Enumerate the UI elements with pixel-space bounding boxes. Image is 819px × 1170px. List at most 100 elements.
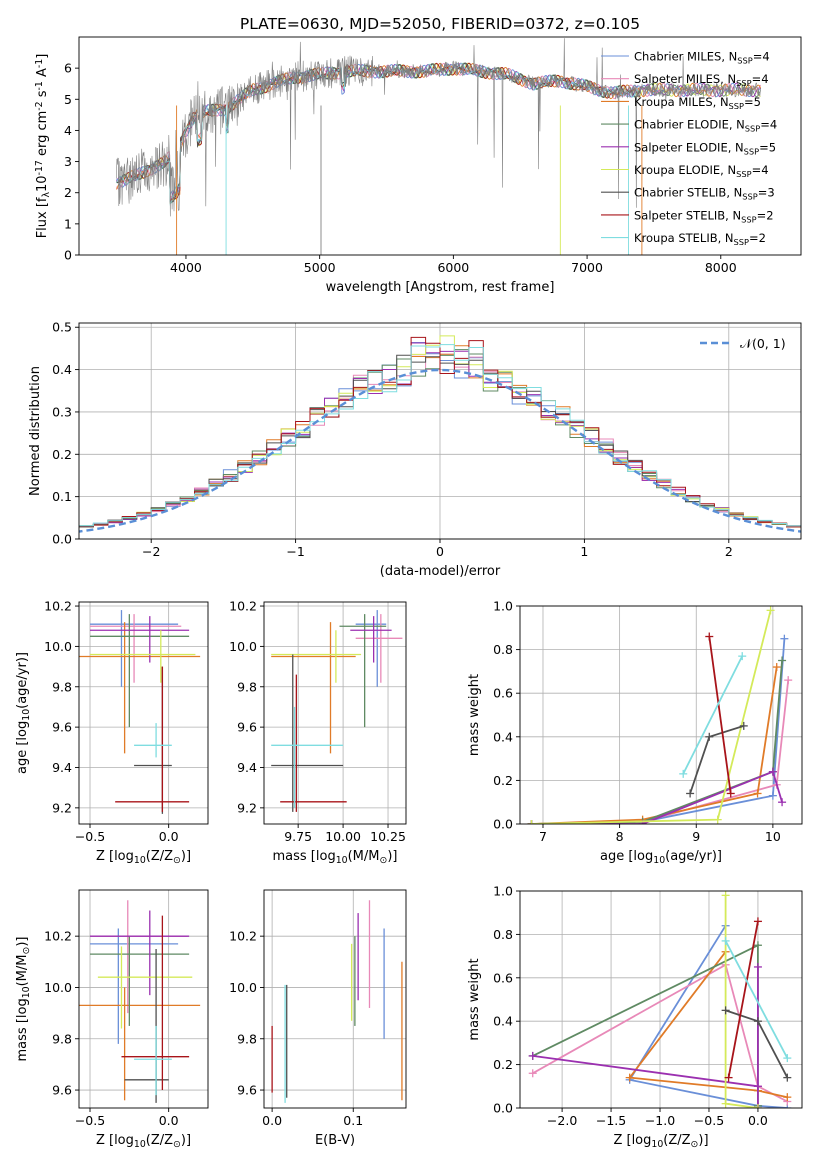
x-tick-label: −0.5 bbox=[75, 1113, 105, 1128]
y-tick-label: 0 bbox=[64, 248, 72, 263]
label-fragment: )] bbox=[15, 937, 30, 947]
y-tick-label: 10.2 bbox=[44, 599, 72, 614]
y-tick-label: 0.0 bbox=[493, 817, 513, 832]
label-fragment: -1 bbox=[34, 81, 45, 90]
label-fragment: =3 bbox=[758, 186, 775, 200]
label-fragment: -17 bbox=[34, 160, 45, 175]
y-tick-label: 0.1 bbox=[52, 489, 72, 504]
label-fragment: =4 bbox=[760, 118, 777, 132]
label-fragment: ⊙ bbox=[691, 1139, 699, 1150]
grid-layer bbox=[520, 605, 802, 825]
x-axis-label: mass [log10(M/M⊙)] bbox=[273, 849, 398, 866]
x-tick-label: 0.0 bbox=[159, 829, 179, 844]
x-axis-label: Z [log10(Z/Z⊙)] bbox=[96, 1133, 191, 1150]
y-axis-label: mass [log10(M/M⊙)] bbox=[15, 937, 32, 1062]
y-tick-label: 9.8 bbox=[237, 1031, 257, 1046]
label-fragment: Normed distribution bbox=[28, 366, 43, 496]
x-axis-label: E(B-V) bbox=[315, 1133, 355, 1148]
label-fragment: Salpeter ELODIE, N bbox=[634, 140, 744, 154]
label-fragment: SSP bbox=[745, 124, 760, 134]
y-tick-label: 0.5 bbox=[52, 320, 72, 335]
x-tick-label: −1 bbox=[286, 544, 304, 559]
legend-entry: Chabrier STELIB, NSSP=3 bbox=[634, 186, 775, 202]
y-tick-label: 1 bbox=[64, 216, 72, 231]
plot-area bbox=[79, 610, 201, 814]
label-fragment: =4 bbox=[752, 163, 769, 177]
weight-line-kroupa_miles bbox=[531, 666, 778, 824]
label-fragment: -2 bbox=[34, 101, 45, 110]
plot-area bbox=[527, 606, 793, 824]
weight-line-chabrier_elodie bbox=[531, 660, 783, 824]
y-tick-label: 0.2 bbox=[493, 1057, 513, 1072]
weight-line-kroupa_elodie bbox=[724, 895, 759, 1108]
label-fragment: 10 bbox=[134, 1139, 146, 1150]
label-fragment: ⊙ bbox=[173, 1139, 181, 1150]
x-tick-label: 8000 bbox=[705, 260, 737, 275]
grid-layer bbox=[520, 890, 802, 1109]
y-tick-label: 0.3 bbox=[52, 404, 72, 419]
legend-entry: Kroupa ELODIE, NSSP=4 bbox=[634, 163, 769, 179]
label-fragment: 10 bbox=[653, 855, 665, 866]
axes-frame bbox=[78, 889, 209, 1109]
y-tick-label: 0.2 bbox=[52, 447, 72, 462]
label-fragment: =5 bbox=[759, 140, 776, 154]
label-fragment: (Z/Z bbox=[146, 1133, 173, 1148]
x-tick-label: 0.0 bbox=[262, 1113, 282, 1128]
label-fragment: Salpeter MILES, N bbox=[634, 72, 736, 86]
x-tick-label: 10.00 bbox=[325, 829, 361, 844]
axes-frame bbox=[263, 889, 407, 1109]
y-tick-label: 9.8 bbox=[52, 679, 72, 694]
y-tick-label: 0.6 bbox=[493, 686, 513, 701]
y-tick-label: 0.8 bbox=[493, 927, 513, 942]
y-axis-label: age [log10(age/yr)] bbox=[15, 652, 32, 774]
x-tick-label: −0.5 bbox=[75, 829, 105, 844]
plot-area bbox=[79, 335, 801, 533]
y-tick-label: 9.8 bbox=[237, 679, 257, 694]
label-fragment: ⊙ bbox=[379, 855, 387, 866]
x-tick-label: 9 bbox=[692, 829, 700, 844]
label-fragment: =4 bbox=[752, 72, 769, 86]
y-tick-label: 10.2 bbox=[229, 599, 257, 614]
y-tick-label: 9.2 bbox=[237, 800, 257, 815]
weight-line-chabrier_miles bbox=[628, 925, 788, 1108]
weight-line-kroupa_stelib bbox=[724, 940, 789, 1059]
weight-line-salpeter_stelib bbox=[708, 636, 732, 794]
panel-age_vs_mass: 9.75 10.00 10.25 9.2 9.4 9.6 9.8 10.0 10.2 mass [… bbox=[229, 599, 407, 866]
x-tick-label: 8 bbox=[616, 829, 624, 844]
label-fragment: =2 bbox=[749, 231, 766, 245]
x-tick-label: −2.0 bbox=[547, 1113, 577, 1128]
label-fragment: (age/yr)] bbox=[665, 849, 722, 864]
weight-line-salpeter_miles bbox=[531, 680, 790, 824]
y-tick-label: 2 bbox=[64, 185, 72, 200]
legend-entry: Salpeter ELODIE, NSSP=5 bbox=[634, 140, 776, 156]
x-tick-label: 2 bbox=[725, 544, 733, 559]
label-fragment: (M/M bbox=[15, 955, 30, 987]
y-tick-label: 0.8 bbox=[493, 642, 513, 657]
label-fragment: Chabrier MILES, N bbox=[634, 50, 737, 64]
x-axis-label: age [log10(age/yr)] bbox=[600, 849, 722, 866]
legend-entry: 𝒩(0, 1) bbox=[740, 336, 786, 351]
legend-entry: Salpeter STELIB, NSSP=2 bbox=[634, 208, 774, 224]
x-tick-label: 0.0 bbox=[159, 1113, 179, 1128]
y-tick-label: 0.4 bbox=[493, 1014, 513, 1029]
label-fragment: SSP bbox=[742, 192, 757, 202]
observed-spectrum bbox=[116, 38, 762, 217]
axes-frame bbox=[78, 601, 209, 825]
plot-area bbox=[528, 891, 792, 1108]
label-fragment: )] bbox=[698, 1133, 708, 1148]
label-fragment: SSP bbox=[729, 101, 744, 111]
label-fragment: Z [log bbox=[96, 849, 134, 864]
weight-line-salpeter_elodie bbox=[532, 967, 759, 1108]
y-tick-label: 0.6 bbox=[493, 970, 513, 985]
label-fragment: ⊙ bbox=[21, 947, 32, 955]
y-tick-label: 10.0 bbox=[44, 639, 72, 654]
label-fragment: SSP bbox=[736, 169, 751, 179]
axes-frame bbox=[519, 605, 803, 825]
y-tick-label: 9.8 bbox=[52, 1031, 72, 1046]
axes-frame bbox=[78, 36, 802, 256]
legend-entry: Chabrier ELODIE, NSSP=4 bbox=[634, 118, 777, 134]
grid-layer bbox=[264, 602, 406, 824]
y-tick-label: 4 bbox=[64, 123, 72, 138]
panel-mass_vs_Z: −0.5 0.09.69.810.010.2Z [log10(Z/Z⊙)]mass… bbox=[15, 889, 209, 1150]
